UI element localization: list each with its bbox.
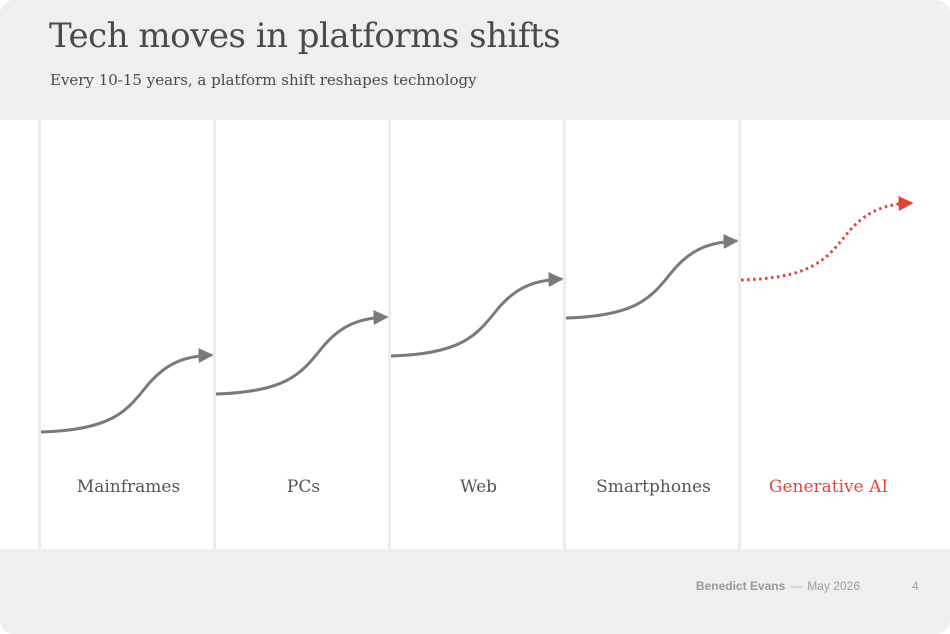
- column-divider: [738, 120, 741, 549]
- footer-date: May 2026: [807, 579, 860, 593]
- footer-separator: —: [790, 579, 803, 593]
- footer-author: Benedict Evans: [695, 579, 786, 593]
- stage-label-pcs: PCs: [286, 477, 321, 497]
- column-divider: [388, 120, 391, 549]
- s-curve-web: [390, 272, 564, 358]
- footer-credit: Benedict Evans — May 2026: [0, 579, 860, 593]
- future-s-curve-generative-ai: [740, 196, 914, 282]
- stage-label-mainframes: Mainframes: [76, 477, 181, 497]
- s-curve-pcs: [215, 310, 389, 396]
- column-divider: [213, 120, 216, 549]
- s-curve-diagram: [40, 196, 914, 434]
- slide-title: Tech moves in platforms shifts: [49, 16, 561, 56]
- column-divider: [38, 120, 41, 549]
- platform-shift-diagram: Mainframes PCs Web Smartphones Generativ…: [0, 120, 950, 549]
- slide-header: Tech moves in platforms shifts Every 10-…: [0, 0, 950, 120]
- s-curve-smartphones: [565, 234, 739, 320]
- slide-subtitle: Every 10-15 years, a platform shift resh…: [50, 71, 477, 89]
- column-divider: [563, 120, 566, 549]
- stage-label-web: Web: [459, 477, 498, 497]
- stage-label-smartphones: Smartphones: [596, 477, 711, 497]
- s-curve-mainframes: [40, 348, 214, 434]
- stage-label-generative-ai: Generative AI: [768, 477, 889, 497]
- slide-footer: Benedict Evans — May 2026 4: [0, 549, 950, 634]
- page-number: 4: [912, 579, 919, 593]
